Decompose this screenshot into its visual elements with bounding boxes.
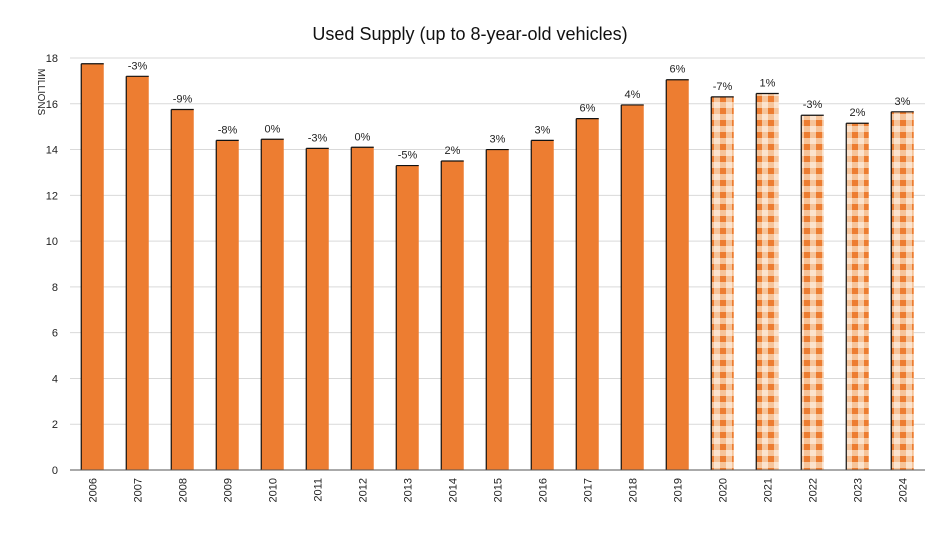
bar xyxy=(486,149,509,471)
bar xyxy=(306,148,329,470)
bar xyxy=(576,118,599,471)
bar xyxy=(261,139,284,470)
chart-title: Used Supply (up to 8-year-old vehicles) xyxy=(312,24,627,44)
y-tick-label: 14 xyxy=(46,145,58,157)
data-label: -7% xyxy=(713,81,733,93)
data-label: 3% xyxy=(895,96,911,108)
data-labels: -3% -9% -8% 0% -3% 0% -5% 2% 3% 3% 6% 4% 6% -7% 1% -3% 2… xyxy=(128,60,911,161)
x-tick-label: 2021 xyxy=(763,478,775,502)
y-tick-label: 8 xyxy=(52,282,58,294)
data-label: 2% xyxy=(445,145,461,157)
bar xyxy=(441,161,464,470)
x-tick-label: 2007 xyxy=(133,478,145,502)
bar xyxy=(891,111,914,471)
x-tick-label: 2006 xyxy=(88,478,100,502)
x-tick-label: 2010 xyxy=(268,478,280,502)
x-tick-label: 2017 xyxy=(583,478,595,502)
data-label: 6% xyxy=(670,64,686,76)
bar xyxy=(801,115,824,470)
x-tick-label: 2014 xyxy=(448,478,460,502)
data-label: -8% xyxy=(218,124,238,136)
y-axis-ticks: 0 2 4 6 8 10 12 14 16 18 xyxy=(46,53,58,477)
bar xyxy=(216,140,239,470)
y-tick-label: 0 xyxy=(52,465,58,477)
data-label: 3% xyxy=(490,134,506,146)
y-tick-label: 10 xyxy=(46,236,58,248)
bars xyxy=(80,63,914,471)
y-tick-label: 18 xyxy=(46,53,58,65)
x-tick-label: 2012 xyxy=(358,478,370,502)
y-tick-label: 12 xyxy=(46,190,58,202)
bar xyxy=(351,147,374,470)
data-label: -3% xyxy=(128,60,148,72)
bar xyxy=(126,76,149,471)
data-label: 6% xyxy=(580,103,596,115)
y-axis-label: MILLIONS xyxy=(35,69,46,116)
bar xyxy=(171,109,194,470)
x-tick-label: 2013 xyxy=(403,478,415,502)
data-label: 1% xyxy=(760,77,776,89)
x-tick-label: 2008 xyxy=(178,478,190,502)
bar xyxy=(846,123,869,470)
data-label: 4% xyxy=(625,89,641,101)
data-label: 3% xyxy=(535,124,551,136)
data-label: 0% xyxy=(265,123,281,135)
x-axis-ticks: 2006 2007 2008 2009 2010 2011 2012 2013 2014 2015… xyxy=(88,478,910,502)
x-tick-label: 2019 xyxy=(673,478,685,502)
x-tick-label: 2022 xyxy=(808,478,820,502)
x-tick-label: 2016 xyxy=(538,478,550,502)
x-tick-label: 2009 xyxy=(223,478,235,502)
bar xyxy=(621,104,644,470)
data-label: 0% xyxy=(355,131,371,143)
bar xyxy=(711,96,734,471)
data-label: -5% xyxy=(398,150,418,162)
x-tick-label: 2020 xyxy=(718,478,730,502)
data-label: -3% xyxy=(803,99,823,111)
data-label: -9% xyxy=(173,94,193,106)
y-tick-label: 16 xyxy=(46,99,58,111)
x-tick-label: 2018 xyxy=(628,478,640,502)
bar xyxy=(756,93,779,470)
data-label: 2% xyxy=(850,107,866,119)
x-tick-label: 2015 xyxy=(493,478,505,502)
x-tick-label: 2011 xyxy=(313,478,325,502)
bar xyxy=(396,165,419,471)
bar xyxy=(666,79,689,470)
x-tick-label: 2023 xyxy=(853,478,865,502)
y-tick-label: 2 xyxy=(52,419,58,431)
bar xyxy=(531,140,554,470)
data-label: -3% xyxy=(308,132,328,144)
bar xyxy=(81,63,104,470)
y-tick-label: 6 xyxy=(52,328,58,340)
y-tick-label: 4 xyxy=(52,373,58,385)
x-tick-label: 2024 xyxy=(898,478,910,502)
